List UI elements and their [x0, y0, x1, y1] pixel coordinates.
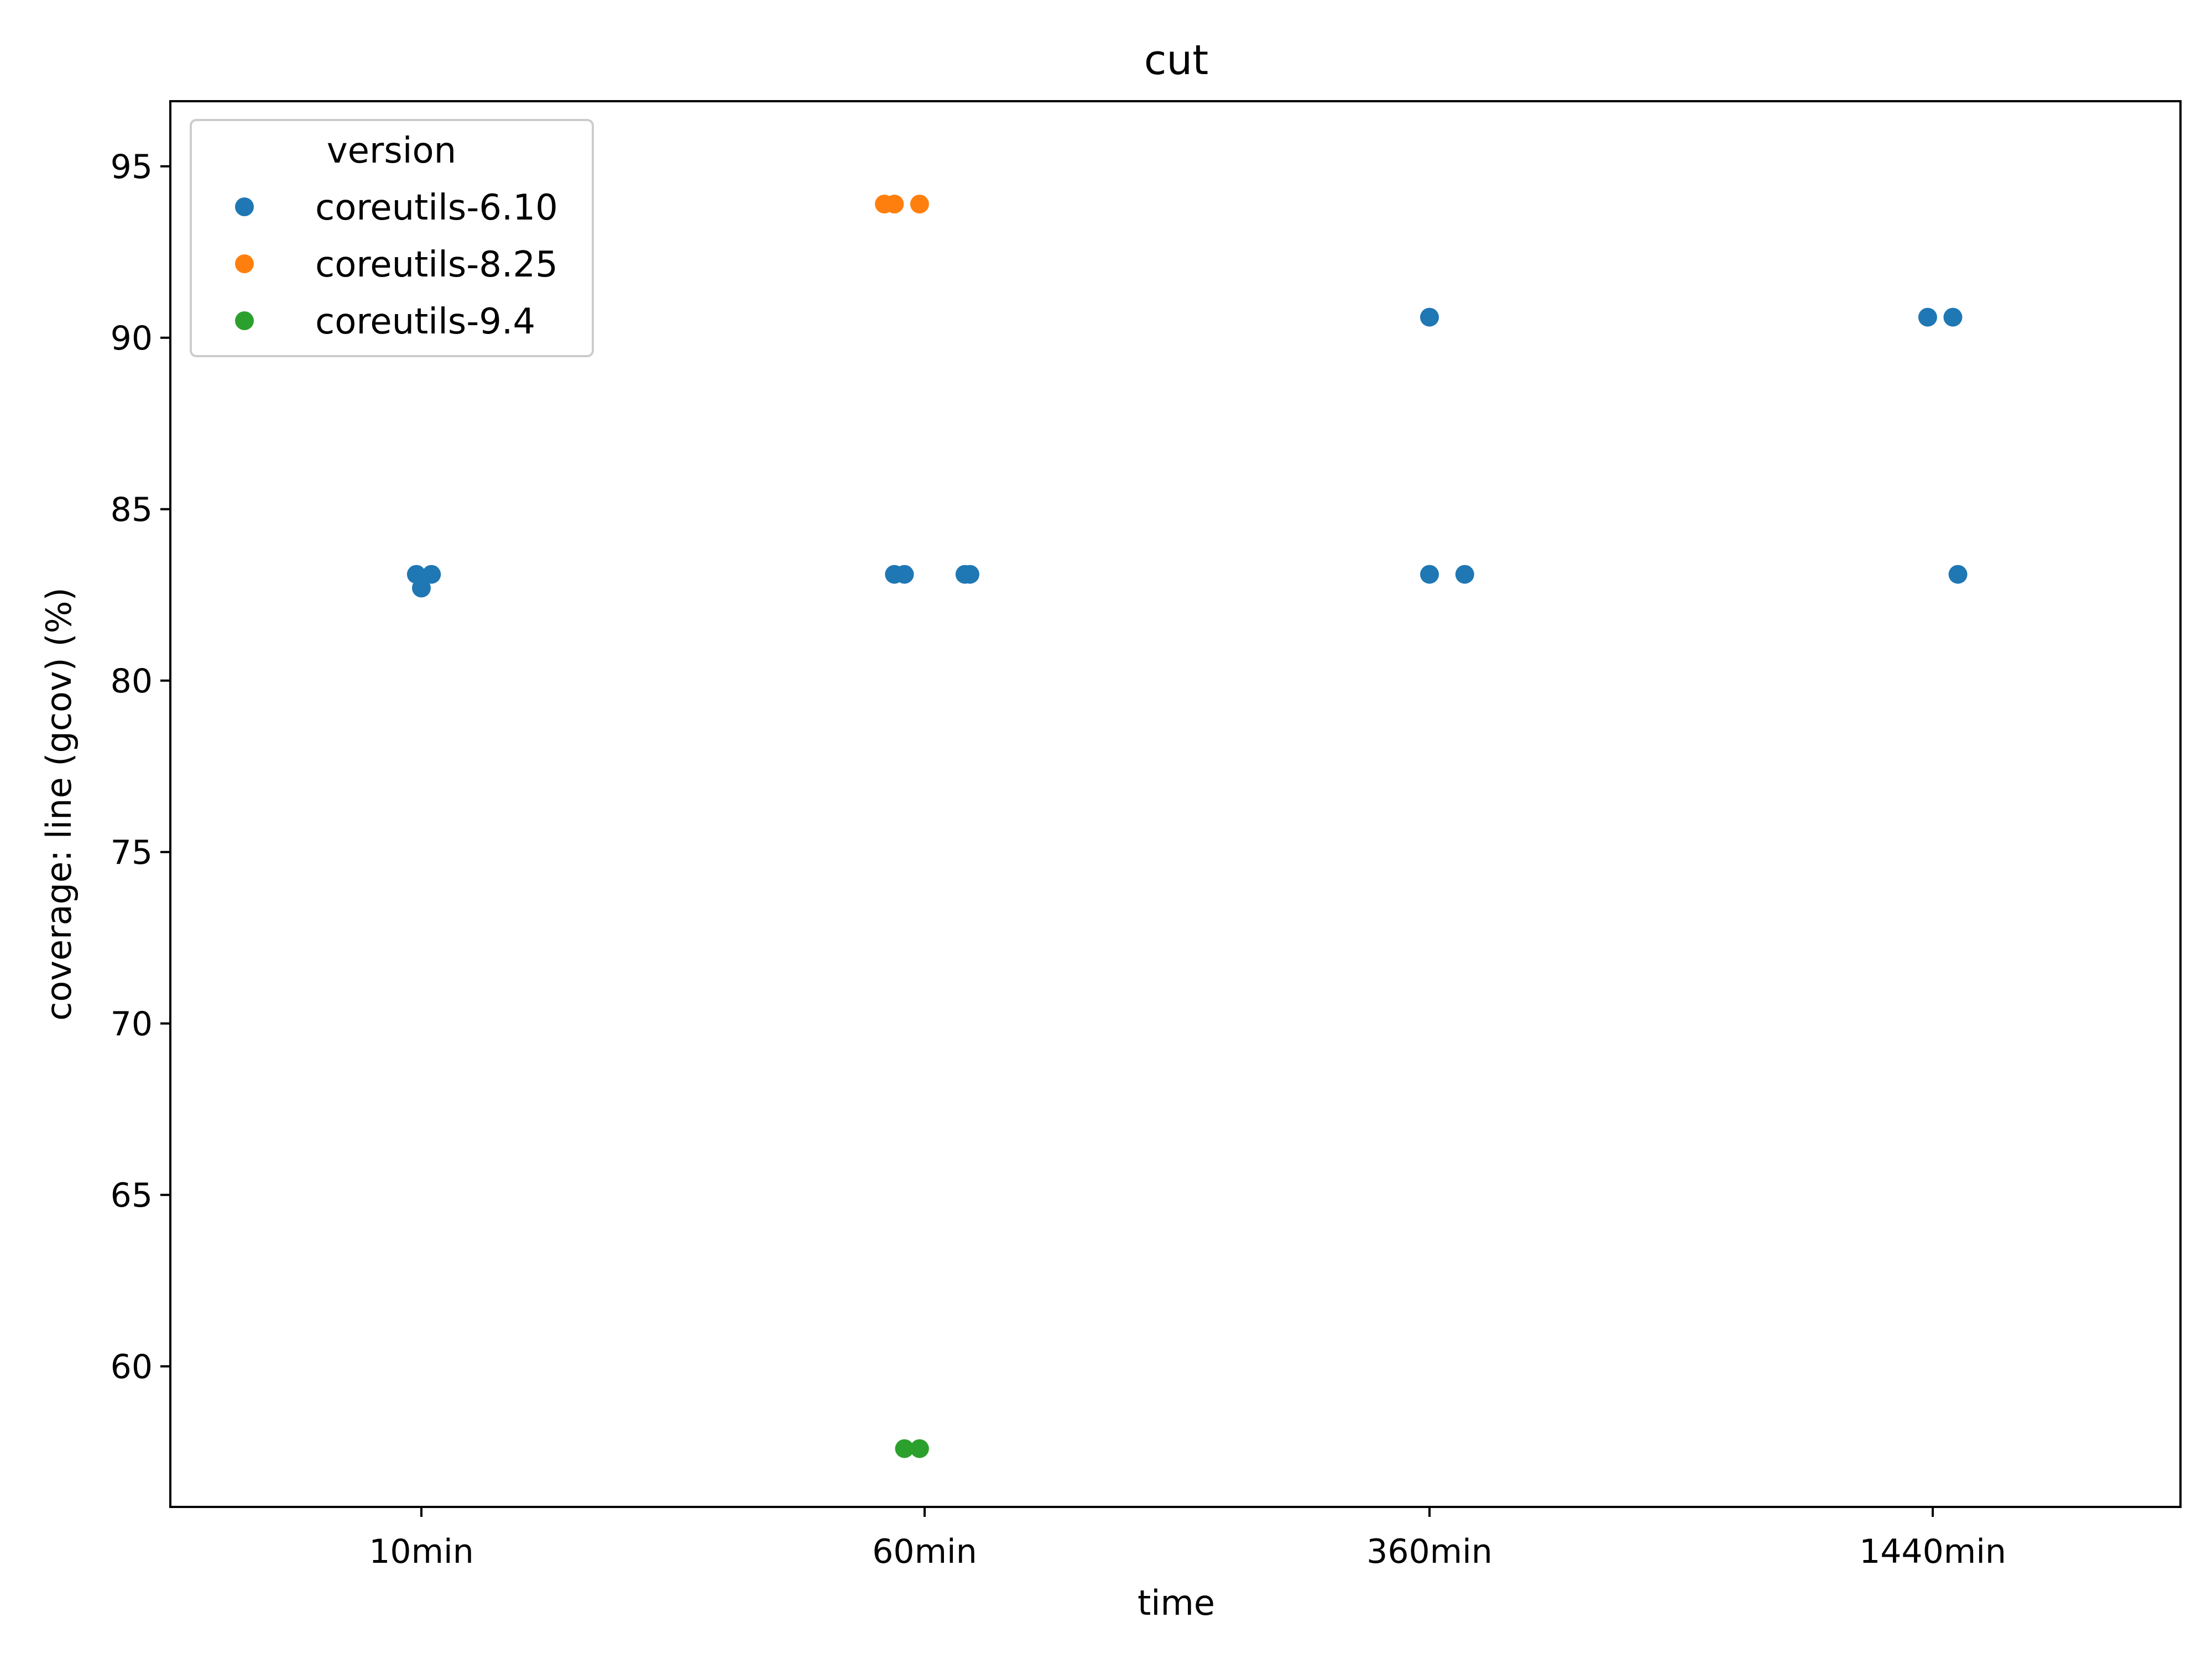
legend-entry-label: coreutils-9.4 — [315, 301, 535, 342]
data-point — [1420, 307, 1439, 327]
y-tick-label: 75 — [111, 833, 153, 872]
data-point — [885, 195, 904, 213]
legend-marker — [235, 311, 254, 330]
y-tick-label: 95 — [111, 148, 153, 186]
legend-entry-label: coreutils-8.25 — [315, 244, 558, 285]
data-point — [412, 578, 431, 598]
y-tick-label: 60 — [111, 1348, 153, 1386]
legend-box — [190, 119, 594, 357]
x-tick-label: 10min — [369, 1532, 474, 1571]
y-tick-label: 65 — [111, 1176, 153, 1215]
y-tick-label: 90 — [111, 319, 153, 358]
plot-frame — [169, 100, 2182, 1508]
data-point — [1948, 565, 1968, 584]
x-axis-label: time — [1138, 1583, 1215, 1623]
data-point — [895, 565, 914, 584]
data-point — [1943, 307, 1963, 327]
data-point — [1918, 307, 1937, 327]
y-tick-label: 70 — [111, 1005, 153, 1044]
y-tick-label: 85 — [111, 491, 153, 529]
data-point — [960, 565, 979, 584]
data-point — [422, 565, 441, 584]
y-tick-label: 80 — [111, 662, 153, 701]
legend-marker — [235, 197, 254, 216]
data-point — [1455, 565, 1474, 584]
data-point — [910, 1439, 929, 1458]
data-point — [1420, 565, 1439, 584]
data-point — [895, 1439, 914, 1458]
y-axis-label: coverage: line (gcov) (%) — [39, 587, 79, 1020]
x-axis: 10min 60min 360min 1440min — [369, 1507, 2006, 1571]
legend-title: version — [327, 131, 456, 171]
plot-points — [406, 195, 1968, 1458]
data-point — [910, 195, 929, 213]
y-axis: 60 65 70 75 80 85 90 95 — [111, 148, 170, 1386]
x-tick-label: 360min — [1366, 1532, 1493, 1571]
legend: version coreutils-6.10 coreutils-8.25 core… — [190, 119, 594, 357]
x-tick-label: 60min — [872, 1532, 977, 1571]
legend-entry-label: coreutils-6.10 — [315, 187, 558, 228]
x-tick-label: 1440min — [1859, 1532, 2006, 1571]
chart-title: cut — [1144, 36, 1209, 84]
legend-marker — [235, 254, 254, 273]
